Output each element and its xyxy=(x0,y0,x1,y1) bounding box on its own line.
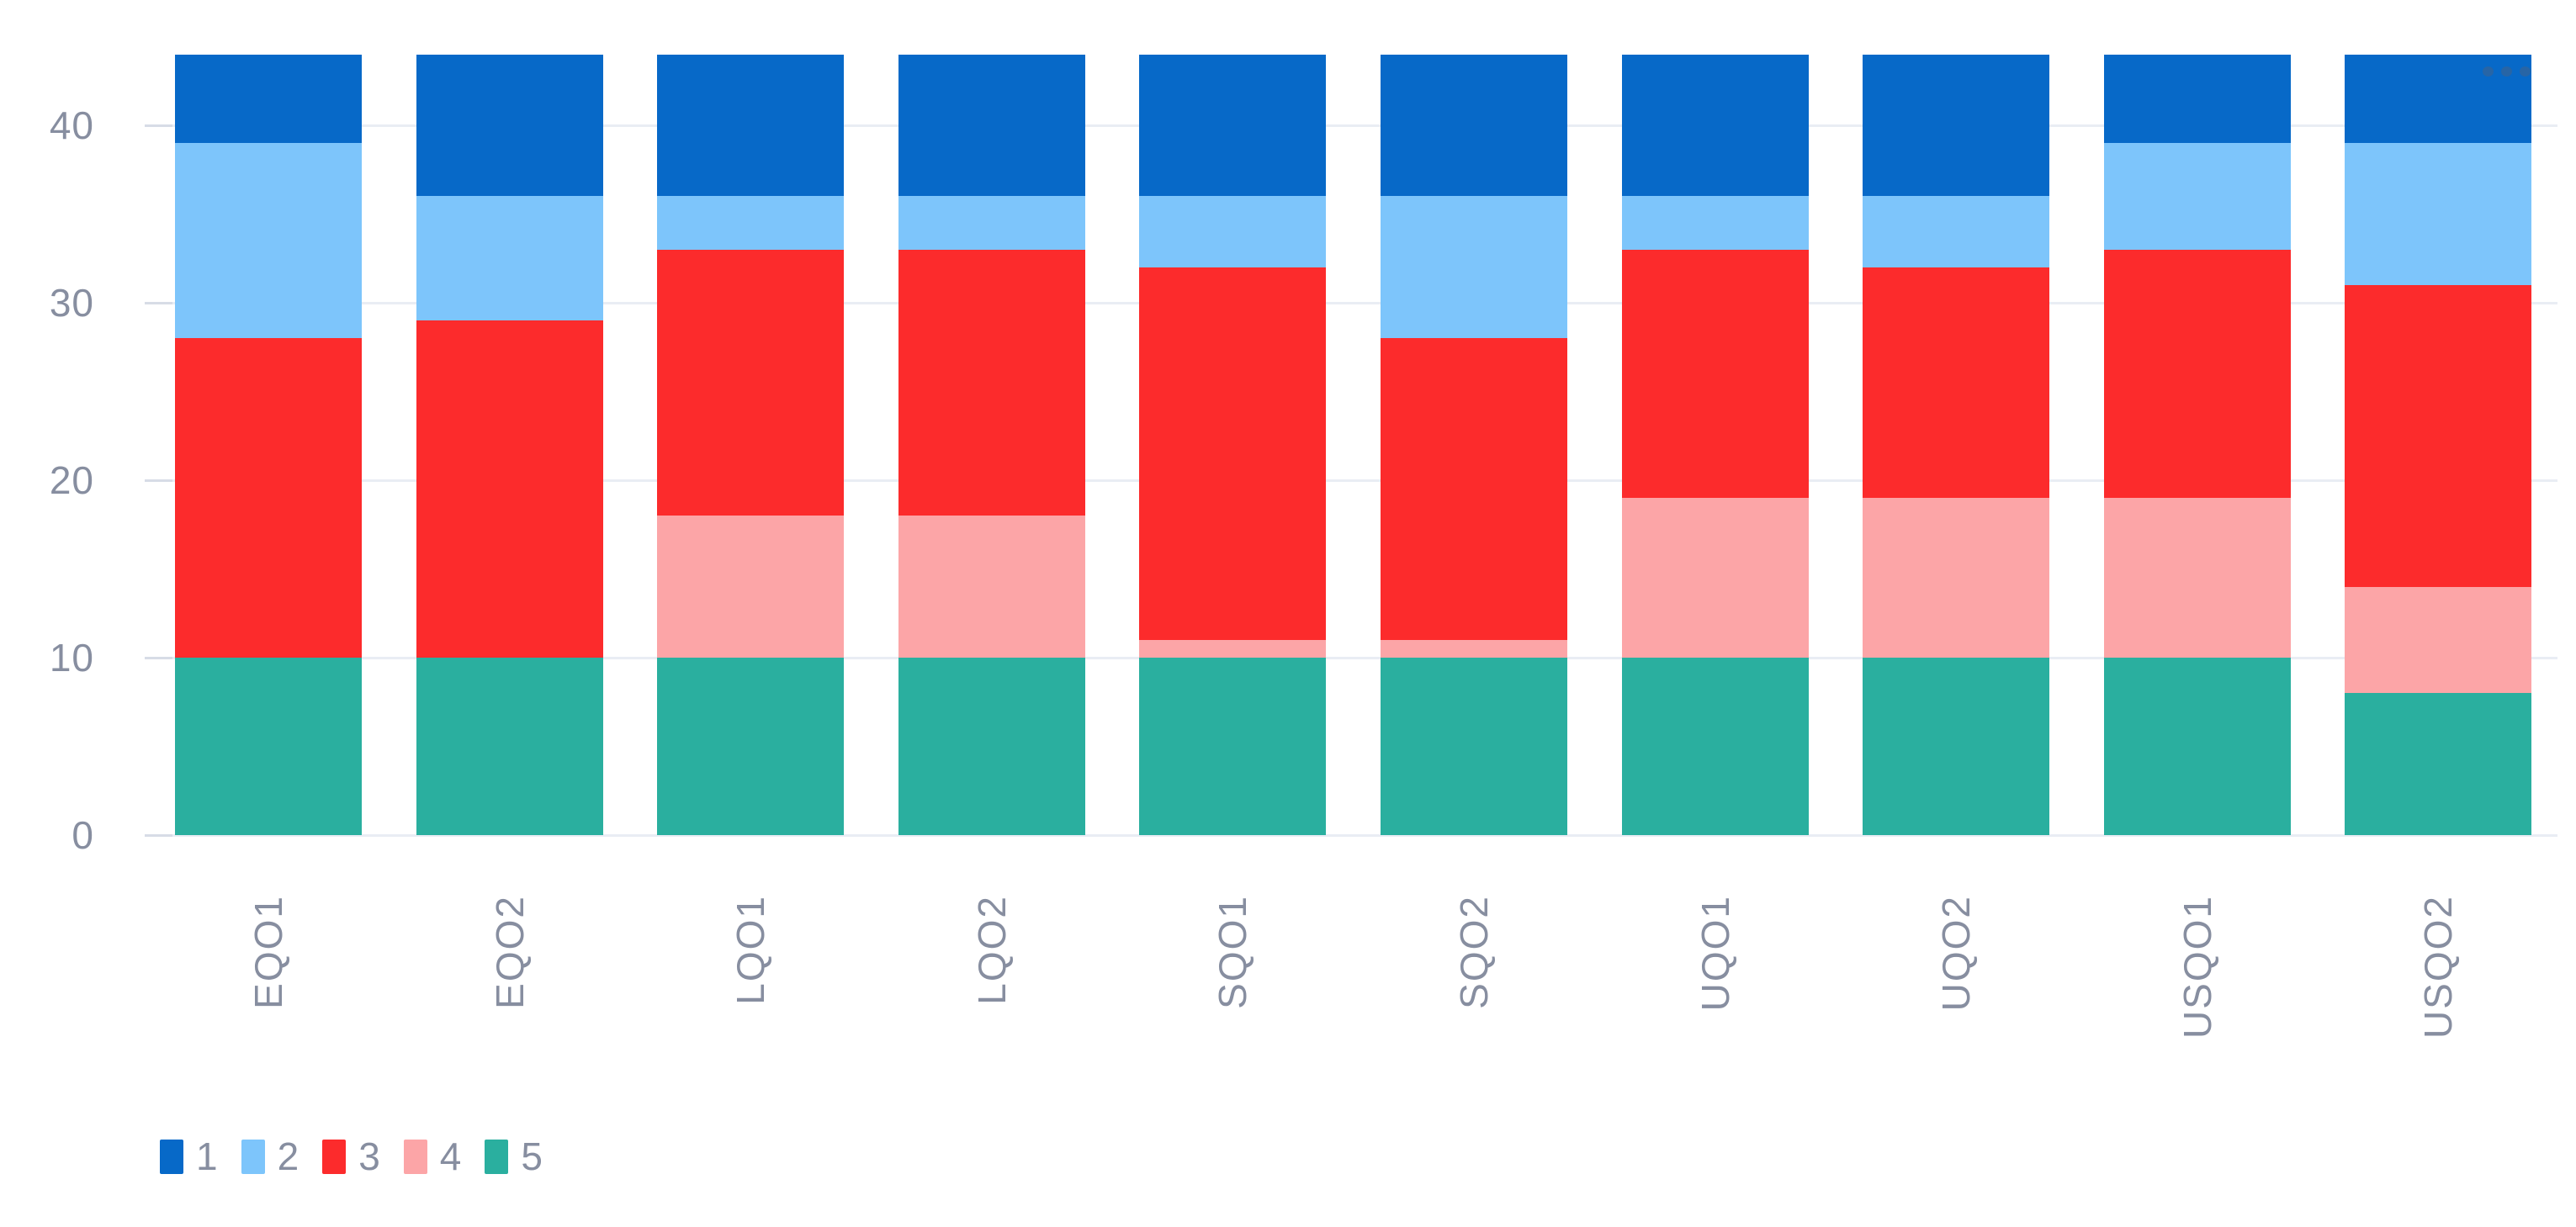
bar-segment-USQO2-series-1[interactable] xyxy=(2345,54,2531,144)
bar-segment-LQO2-series-4[interactable] xyxy=(898,516,1085,658)
legend-label-5: 5 xyxy=(521,1134,543,1178)
legend-item-4[interactable]: 4 xyxy=(403,1134,462,1178)
ellipsis-dot xyxy=(2520,66,2531,77)
bar-segment-SQO1-series-3[interactable] xyxy=(1139,267,1326,640)
legend-item-5[interactable]: 5 xyxy=(485,1137,543,1176)
bar-segment-USQO1-series-2[interactable] xyxy=(2104,143,2291,250)
bar-segment-EQO2-series-1[interactable] xyxy=(416,54,603,197)
bar-segment-EQO1-series-1[interactable] xyxy=(175,54,362,144)
bar-segment-USQO1-series-3[interactable] xyxy=(2104,249,2291,499)
bar-segment-UQO2-series-3[interactable] xyxy=(1863,267,2049,499)
bar-segment-EQO1-series-3[interactable] xyxy=(175,338,362,658)
x-axis-label-UQO2: UQO2 xyxy=(1934,895,1978,1012)
ellipsis-dot xyxy=(2483,66,2494,77)
bar-segment-UQO2-series-2[interactable] xyxy=(1863,196,2049,267)
gridline-y-10 xyxy=(172,657,2557,659)
bar-segment-LQO1-series-2[interactable] xyxy=(657,196,844,250)
bar-segment-LQO1-series-4[interactable] xyxy=(657,516,844,658)
bar-segment-LQO2-series-2[interactable] xyxy=(898,196,1085,250)
bar-segment-SQO1-series-1[interactable] xyxy=(1139,54,1326,197)
x-axis-label-USQO1: USQO1 xyxy=(2176,895,2219,1039)
legend-item-3[interactable]: 3 xyxy=(322,1137,380,1176)
bar-segment-USQO1-series-4[interactable] xyxy=(2104,498,2291,658)
gridline-y-40 xyxy=(172,124,2557,127)
bar-segment-UQO1-series-2[interactable] xyxy=(1622,196,1809,250)
x-axis-label-SQO1: SQO1 xyxy=(1211,895,1254,1009)
y-axis-label: 0 xyxy=(72,813,94,857)
y-axis-tick xyxy=(145,834,172,837)
bar-segment-USQO1-series-1[interactable] xyxy=(2104,54,2291,144)
bar-segment-EQO2-series-2[interactable] xyxy=(416,196,603,321)
bar-segment-SQO2-series-4[interactable] xyxy=(1381,639,1567,658)
y-axis-label: 40 xyxy=(49,103,94,147)
bar-segment-LQO1-series-5[interactable] xyxy=(657,658,844,835)
x-axis-label-LQO1: LQO1 xyxy=(729,895,772,1005)
bar-segment-SQO2-series-1[interactable] xyxy=(1381,54,1567,197)
legend-label-2: 2 xyxy=(277,1134,299,1178)
x-axis-label-SQO2: SQO2 xyxy=(1452,895,1496,1009)
legend-swatch-2 xyxy=(241,1139,265,1174)
bar-segment-UQO1-series-3[interactable] xyxy=(1622,249,1809,499)
legend-swatch-4 xyxy=(403,1139,427,1174)
bar-segment-SQO2-series-2[interactable] xyxy=(1381,196,1567,339)
legend-label-3: 3 xyxy=(358,1134,380,1178)
bar-segment-UQO2-series-1[interactable] xyxy=(1863,54,2049,197)
bar-segment-EQO2-series-5[interactable] xyxy=(416,658,603,835)
bar-segment-SQO1-series-5[interactable] xyxy=(1139,658,1326,835)
y-axis-label: 10 xyxy=(49,636,94,680)
bar-segment-SQO2-series-3[interactable] xyxy=(1381,338,1567,640)
bar-segment-USQO1-series-5[interactable] xyxy=(2104,658,2291,835)
ellipsis-dot xyxy=(2501,66,2512,77)
bar-segment-LQO2-series-3[interactable] xyxy=(898,249,1085,516)
bar-segment-UQO1-series-4[interactable] xyxy=(1622,498,1809,658)
more-options-icon[interactable] xyxy=(2483,66,2531,77)
x-axis-label-LQO2: LQO2 xyxy=(970,895,1014,1005)
bar-segment-LQO2-series-1[interactable] xyxy=(898,54,1085,197)
bar-segment-USQO2-series-5[interactable] xyxy=(2345,693,2531,835)
bar-segment-UQO2-series-5[interactable] xyxy=(1863,658,2049,835)
legend-label-4: 4 xyxy=(439,1134,462,1178)
y-axis-tick xyxy=(145,657,172,659)
bar-segment-USQO2-series-4[interactable] xyxy=(2345,586,2531,694)
x-axis-label-UQO1: UQO1 xyxy=(1693,895,1737,1012)
y-axis-label: 30 xyxy=(49,281,94,325)
y-axis-tick xyxy=(145,479,172,482)
bar-segment-UQO1-series-1[interactable] xyxy=(1622,54,1809,197)
legend-item-2[interactable]: 2 xyxy=(241,1137,299,1176)
legend-item-1[interactable]: 1 xyxy=(160,1137,218,1176)
y-axis-tick xyxy=(145,124,172,127)
bar-segment-SQO1-series-2[interactable] xyxy=(1139,196,1326,267)
legend-label-1: 1 xyxy=(196,1134,218,1178)
bar-segment-EQO1-series-5[interactable] xyxy=(175,658,362,835)
bar-segment-LQO1-series-3[interactable] xyxy=(657,249,844,516)
x-axis-label-EQO1: EQO1 xyxy=(246,895,290,1009)
gridline-y-20 xyxy=(172,479,2557,482)
x-axis-label-EQO2: EQO2 xyxy=(488,895,532,1009)
bar-segment-SQO1-series-4[interactable] xyxy=(1139,639,1326,658)
bar-segment-SQO2-series-5[interactable] xyxy=(1381,658,1567,835)
legend-swatch-1 xyxy=(160,1139,183,1174)
x-axis-label-USQO2: USQO2 xyxy=(2416,895,2460,1039)
y-axis-label: 20 xyxy=(49,458,94,502)
y-axis-tick xyxy=(145,302,172,304)
bar-segment-EQO1-series-2[interactable] xyxy=(175,143,362,339)
bar-segment-UQO1-series-5[interactable] xyxy=(1622,658,1809,835)
bar-segment-EQO2-series-3[interactable] xyxy=(416,320,603,658)
gridline-y-0 xyxy=(172,834,2557,837)
bar-segment-LQO2-series-5[interactable] xyxy=(898,658,1085,835)
bar-segment-UQO2-series-4[interactable] xyxy=(1863,498,2049,658)
chart-legend: 1 2 3 4 5 xyxy=(160,1137,543,1176)
bar-segment-LQO1-series-1[interactable] xyxy=(657,54,844,197)
legend-swatch-5 xyxy=(485,1139,509,1174)
legend-swatch-3 xyxy=(322,1139,347,1174)
gridline-y-30 xyxy=(172,302,2557,304)
bar-segment-USQO2-series-3[interactable] xyxy=(2345,284,2531,587)
bar-segment-USQO2-series-2[interactable] xyxy=(2345,143,2531,285)
